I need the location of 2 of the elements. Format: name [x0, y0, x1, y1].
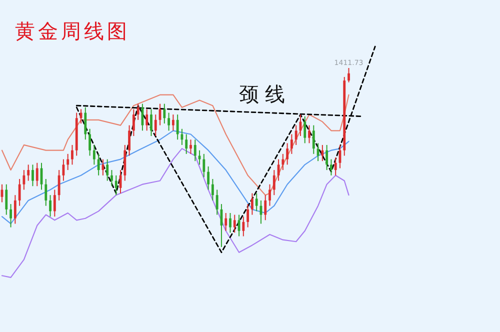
annotation: 颈线 — [239, 82, 291, 106]
title: 黄金周线图 — [15, 19, 130, 43]
